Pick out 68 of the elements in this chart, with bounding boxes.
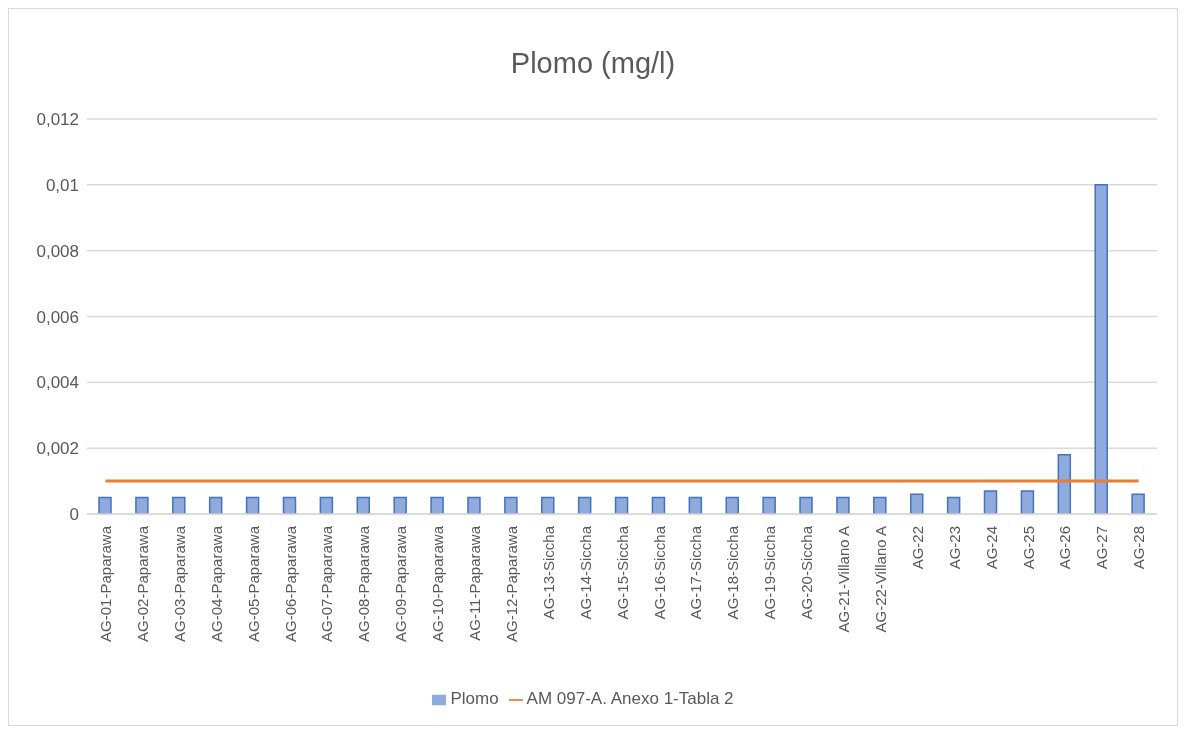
x-tick-label: AG-18-Siccha: [724, 525, 742, 620]
x-tick-label: AG-08-Paparawa: [355, 525, 373, 642]
bar: [762, 496, 776, 514]
x-tick-label: AG-13-Siccha: [539, 525, 557, 620]
bar: [541, 496, 555, 514]
bar: [430, 496, 444, 514]
bar: [282, 496, 297, 514]
x-tick-label: AG-22: [908, 526, 926, 570]
x-tick-label: AG-22-Villano A: [871, 526, 889, 633]
x-tick-label: AG-26: [1056, 526, 1074, 570]
x-tick-label: AG-09-Paparawa: [392, 525, 410, 642]
x-tick-label: AG-19-Siccha: [761, 525, 779, 620]
bar: [208, 496, 223, 514]
y-tick-label: 0,004: [36, 373, 79, 393]
bar: [577, 496, 592, 514]
legend-label: AM 097-A. Anexo 1-Tabla 2: [526, 689, 734, 708]
x-tick-label: AG-12-Paparawa: [502, 525, 520, 642]
x-tick-label: AG-07-Paparawa: [318, 525, 336, 642]
x-tick-label: AG-21-Villano A: [835, 526, 853, 633]
x-tick-label: AG-23: [945, 526, 963, 570]
bar: [319, 496, 334, 514]
bar: [245, 496, 260, 514]
bar: [946, 496, 961, 514]
x-tick-label: AG-15-Siccha: [613, 525, 631, 620]
x-tick-label: AG-25: [1019, 526, 1037, 570]
bar: [873, 496, 887, 514]
x-tick-label: AG-11-Paparawa: [466, 525, 484, 641]
y-tick-label: 0: [69, 505, 79, 525]
y-tick-label: 0,002: [36, 439, 79, 459]
x-tick-label: AG-14-Siccha: [576, 525, 594, 620]
bar: [688, 496, 703, 514]
x-tick-label: AG-03-Paparawa: [170, 525, 188, 642]
bar: [356, 496, 371, 514]
x-tick-label: AG-06-Paparawa: [281, 525, 299, 642]
chart-title: Plomo (mg/l): [509, 46, 677, 81]
bar: [909, 493, 924, 514]
bar: [1020, 490, 1035, 514]
bar: [836, 496, 850, 514]
bar: [504, 496, 518, 514]
bar: [467, 496, 481, 514]
bar: [135, 496, 149, 514]
y-tick-label: 0,008: [36, 241, 79, 261]
x-tick-label: AG-05-Paparawa: [244, 525, 262, 642]
bar: [98, 496, 112, 514]
x-tick-label: AG-24: [982, 526, 1000, 570]
bar: [1094, 184, 1108, 514]
bar: [983, 490, 998, 514]
x-tick-label: AG-20-Siccha: [798, 525, 816, 620]
bar: [1131, 493, 1145, 514]
bar: [393, 496, 407, 514]
bar: [651, 496, 666, 514]
x-tick-label: AG-04-Paparawa: [207, 525, 225, 642]
x-tick-label: AG-10-Paparawa: [429, 525, 447, 642]
x-tick-label: AG-02-Paparawa: [133, 525, 151, 642]
y-tick-label: 0,006: [36, 307, 79, 327]
legend-label: Plomo: [450, 689, 499, 708]
x-tick-label: AG-01-Paparawa: [97, 525, 115, 642]
bar: [1057, 454, 1072, 514]
bar: [172, 496, 186, 514]
y-tick-label: 0,01: [45, 175, 79, 195]
x-tick-label: AG-27: [1093, 526, 1111, 570]
x-tick-label: AG-28: [1130, 526, 1148, 570]
bar: [799, 496, 813, 514]
bar: [614, 496, 629, 514]
x-tick-label: AG-17-Siccha: [687, 525, 705, 620]
bar: [725, 496, 739, 514]
x-tick-label: AG-16-Siccha: [650, 525, 668, 620]
y-tick-label: 0,012: [36, 110, 79, 130]
